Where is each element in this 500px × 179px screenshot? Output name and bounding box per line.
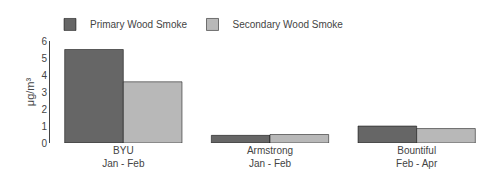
- svg-text:ArmstrongJan - Feb: ArmstrongJan - Feb: [247, 145, 293, 169]
- svg-text:μg/m³: μg/m³: [24, 77, 36, 106]
- svg-text:0: 0: [41, 138, 47, 149]
- svg-text:1: 1: [41, 121, 47, 132]
- svg-text:Primary Wood Smoke: Primary Wood Smoke: [90, 19, 188, 30]
- svg-text:BYUJan - Feb: BYUJan - Feb: [102, 145, 145, 169]
- svg-text:6: 6: [41, 36, 47, 47]
- svg-text:4: 4: [41, 70, 47, 81]
- svg-text:BountifulFeb - Apr: BountifulFeb - Apr: [396, 145, 438, 169]
- svg-text:3: 3: [41, 87, 47, 98]
- svg-text:Secondary Wood Smoke: Secondary Wood Smoke: [233, 19, 344, 30]
- svg-text:5: 5: [41, 53, 47, 64]
- svg-text:2: 2: [41, 104, 47, 115]
